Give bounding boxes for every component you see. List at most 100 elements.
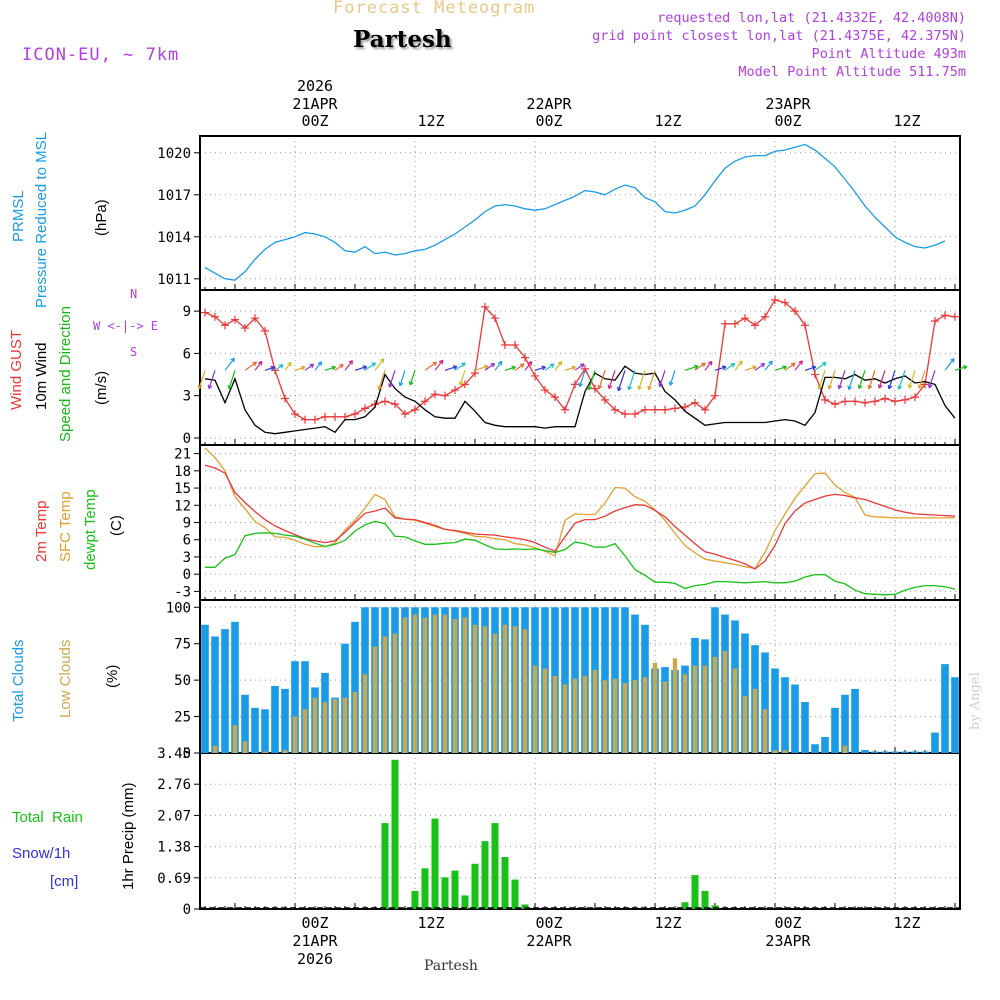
wind-arrow: [858, 370, 866, 389]
y-tick-label: 0: [183, 431, 191, 447]
wind-arrow-head: [897, 385, 903, 390]
top-date-0: 21APR: [292, 95, 338, 113]
dewpt-line: [205, 520, 956, 596]
y-tick-label: 1017: [157, 188, 191, 204]
gust-line-marker: [851, 397, 859, 406]
low-cloud-bar: [572, 678, 578, 753]
total-cloud-bar: [811, 744, 819, 753]
wind-arrow-head: [768, 360, 773, 366]
low-cloud-bar: [772, 750, 778, 753]
low-cloud-bar: [702, 665, 708, 753]
low-cloud-bar: [682, 674, 688, 753]
wind-arrow: [579, 370, 586, 387]
wind-arrow: [274, 364, 284, 371]
wind-arrow: [944, 358, 955, 371]
y-tick-label: 9: [183, 516, 191, 532]
y-tick-label: 9: [183, 304, 191, 320]
wind-arrow-head: [857, 384, 863, 390]
gust-line-marker: [941, 311, 949, 320]
wind-arrow-head: [821, 361, 827, 367]
low-cloud-bar: [372, 646, 378, 753]
y-tick-label: 25: [174, 710, 191, 726]
wind-arrow: [684, 365, 699, 371]
gust-line-marker: [571, 380, 579, 389]
wind-arrow-head: [782, 365, 787, 370]
wind-arrow-head: [578, 382, 583, 388]
wind-arrow: [454, 362, 466, 371]
total-cloud-bar: [561, 607, 569, 753]
wind-arrow: [504, 366, 516, 371]
y-tick-label: 1.38: [157, 840, 191, 856]
gust-line-marker: [351, 410, 359, 418]
wind-arrow-head: [490, 362, 496, 368]
gust-line-marker: [391, 400, 399, 409]
gust-line-marker: [501, 340, 509, 349]
y-tick-label: 1020: [157, 146, 191, 162]
gust-line-marker: [781, 298, 789, 307]
gust-line-marker: [691, 398, 699, 407]
wind-arrow: [774, 366, 787, 371]
ghost-title: Forecast Meteogram: [333, 0, 536, 18]
gust-line-marker: [601, 395, 609, 404]
gust-line-marker: [521, 353, 529, 362]
low-cloud-bar: [512, 626, 518, 753]
rain-bar: [701, 890, 709, 909]
low-cloud-bar: [342, 697, 348, 753]
temp-2m-line: [204, 464, 956, 570]
bottom-date-0: 21APR: [292, 932, 338, 950]
wind-arrow: [638, 370, 646, 390]
wind-arrow: [378, 370, 386, 390]
y-tick-label: 75: [174, 637, 191, 653]
rain-bar: [411, 890, 419, 909]
gust-line-marker: [811, 370, 819, 379]
wind-arrow-head: [579, 363, 585, 368]
gust-line-marker: [651, 405, 659, 414]
top-date-2: 22APR: [526, 95, 572, 113]
wind-arrow-head: [730, 362, 736, 368]
total-cloud-bar: [301, 661, 309, 753]
footer-station: Partesh: [424, 958, 478, 974]
low-cloud-bar: [622, 683, 628, 753]
low-cloud-bar: [722, 651, 728, 753]
wind-arrow-head: [847, 385, 853, 391]
gust-line-marker: [621, 410, 629, 418]
model-label: ICON-EU, ~ 7km: [22, 45, 180, 65]
rain-bar: [681, 902, 689, 909]
wind-arrow: [354, 365, 367, 371]
point-altitude: Point Altitude 493m: [811, 46, 966, 62]
gust-line-marker: [641, 405, 649, 414]
y-tick-label: 15: [174, 481, 191, 497]
top-hour-3: 12Z: [654, 112, 682, 130]
rain-bar: [501, 857, 509, 909]
wind-arrow: [888, 370, 896, 390]
wind-arrow: [524, 361, 533, 371]
total-cloud-bar: [781, 677, 789, 753]
wind-arrow-head: [694, 364, 699, 370]
low-cloud-bar: [382, 636, 388, 753]
wind-arrow-head: [348, 360, 354, 365]
gust-line-marker: [451, 386, 459, 395]
wind-arrow: [409, 370, 416, 386]
rain-bar: [431, 818, 439, 909]
gust-line-marker: [611, 405, 619, 414]
wind-arrow: [724, 363, 735, 371]
low-cloud-bar: [262, 751, 268, 753]
gust-line-marker: [701, 405, 709, 414]
gust-line-marker: [221, 321, 229, 330]
wind-arrow-head: [867, 384, 873, 390]
wind-arrow: [878, 370, 886, 389]
low-cloud-bar: [552, 675, 558, 753]
wind10-line: [204, 365, 956, 435]
total-cloud-bar: [801, 702, 809, 753]
gust-line-marker: [231, 315, 239, 324]
wind-arrow: [704, 361, 713, 371]
rain-bar: [471, 863, 479, 909]
gust-line-marker: [771, 295, 779, 304]
bottom-hour-3: 12Z: [654, 914, 682, 932]
gust-line-marker: [471, 369, 479, 378]
rain-bar: [511, 879, 519, 909]
station-title: Partesh: [353, 26, 452, 53]
wind-arrow-head: [798, 360, 803, 365]
gust-line-marker: [891, 397, 899, 406]
gust-line-marker: [591, 384, 599, 393]
